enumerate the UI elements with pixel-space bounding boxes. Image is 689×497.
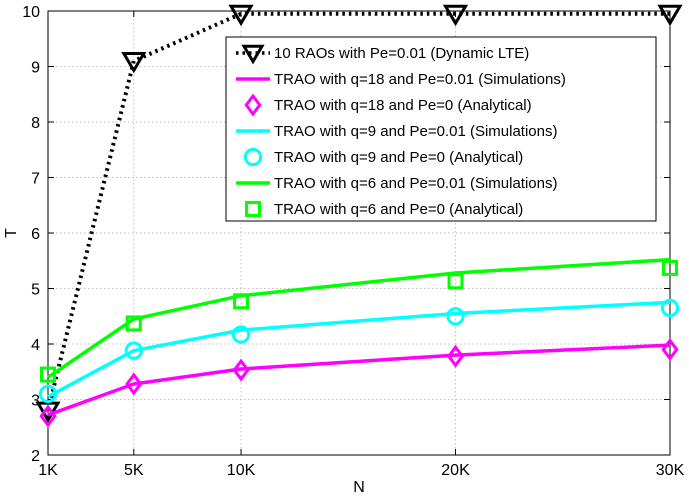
legend-marker [241, 44, 265, 65]
x-tick-label: 1K [38, 462, 58, 479]
legend-label: 10 RAOs with Pe=0.01 (Dynamic LTE) [274, 45, 529, 62]
series-1 [47, 343, 671, 417]
legend-label: TRAO with q=18 and Pe=0 (Analytical) [274, 97, 532, 114]
y-tick-label: 6 [31, 226, 40, 243]
data-point [661, 338, 679, 362]
series-2 [39, 338, 679, 428]
legend-label: TRAO with q=6 and Pe=0.01 (Simulations) [274, 175, 557, 192]
data-point [124, 341, 143, 360]
data-point [125, 372, 143, 396]
axis-ticks: 1K 5K 10K 20K 30K 2 3 4 5 6 7 8 9 10 [22, 4, 684, 479]
legend-box [225, 36, 657, 222]
legend-label: TRAO with q=9 and Pe=0 (Analytical) [274, 149, 523, 166]
x-axis-label: N [353, 479, 365, 496]
data-point [442, 4, 469, 27]
legend-marker [244, 93, 262, 117]
series-layer [35, 4, 683, 428]
data-point [121, 51, 147, 74]
data-point [660, 298, 680, 318]
data-point [125, 315, 142, 332]
data-point [447, 273, 464, 290]
y-tick-label: 4 [31, 337, 40, 354]
x-tick-label: 5K [124, 462, 144, 479]
legend-label: TRAO with q=9 and Pe=0.01 (Simulations) [274, 123, 557, 140]
series-6 [40, 259, 678, 383]
data-point [657, 4, 683, 27]
data-point [232, 358, 250, 382]
y-tick-label: 9 [31, 60, 40, 77]
series-line [47, 300, 671, 399]
legend-label: TRAO with q=6 and Pe=0 (Analytical) [274, 201, 523, 218]
data-point [228, 4, 254, 27]
legend-marker [243, 147, 263, 167]
legend-label: TRAO with q=18 and Pe=0.01 (Simulations) [274, 71, 566, 88]
y-tick-label: 3 [31, 393, 40, 410]
y-axis-label: T [3, 228, 20, 238]
data-point [40, 366, 56, 383]
data-point [38, 384, 58, 404]
x-tick-label: 30K [656, 462, 685, 479]
y-tick-label: 10 [22, 4, 40, 21]
x-tick-label: 10K [227, 462, 256, 479]
legend: 10 RAOs with Pe=0.01 (Dynamic LTE) TRAO w… [225, 36, 657, 222]
series-3 [47, 300, 671, 399]
data-point [662, 259, 678, 276]
data-point [446, 344, 465, 368]
data-point [39, 404, 57, 428]
y-tick-label: 5 [31, 282, 40, 299]
legend-marker [245, 201, 261, 217]
y-tick-label: 2 [31, 448, 40, 465]
series-line [47, 343, 671, 417]
y-tick-label: 8 [31, 115, 40, 132]
x-tick-label: 20K [441, 462, 470, 479]
data-point [446, 307, 465, 326]
series-4 [38, 298, 680, 404]
y-tick-label: 7 [31, 171, 40, 188]
data-point [231, 325, 251, 344]
data-point [233, 293, 250, 310]
